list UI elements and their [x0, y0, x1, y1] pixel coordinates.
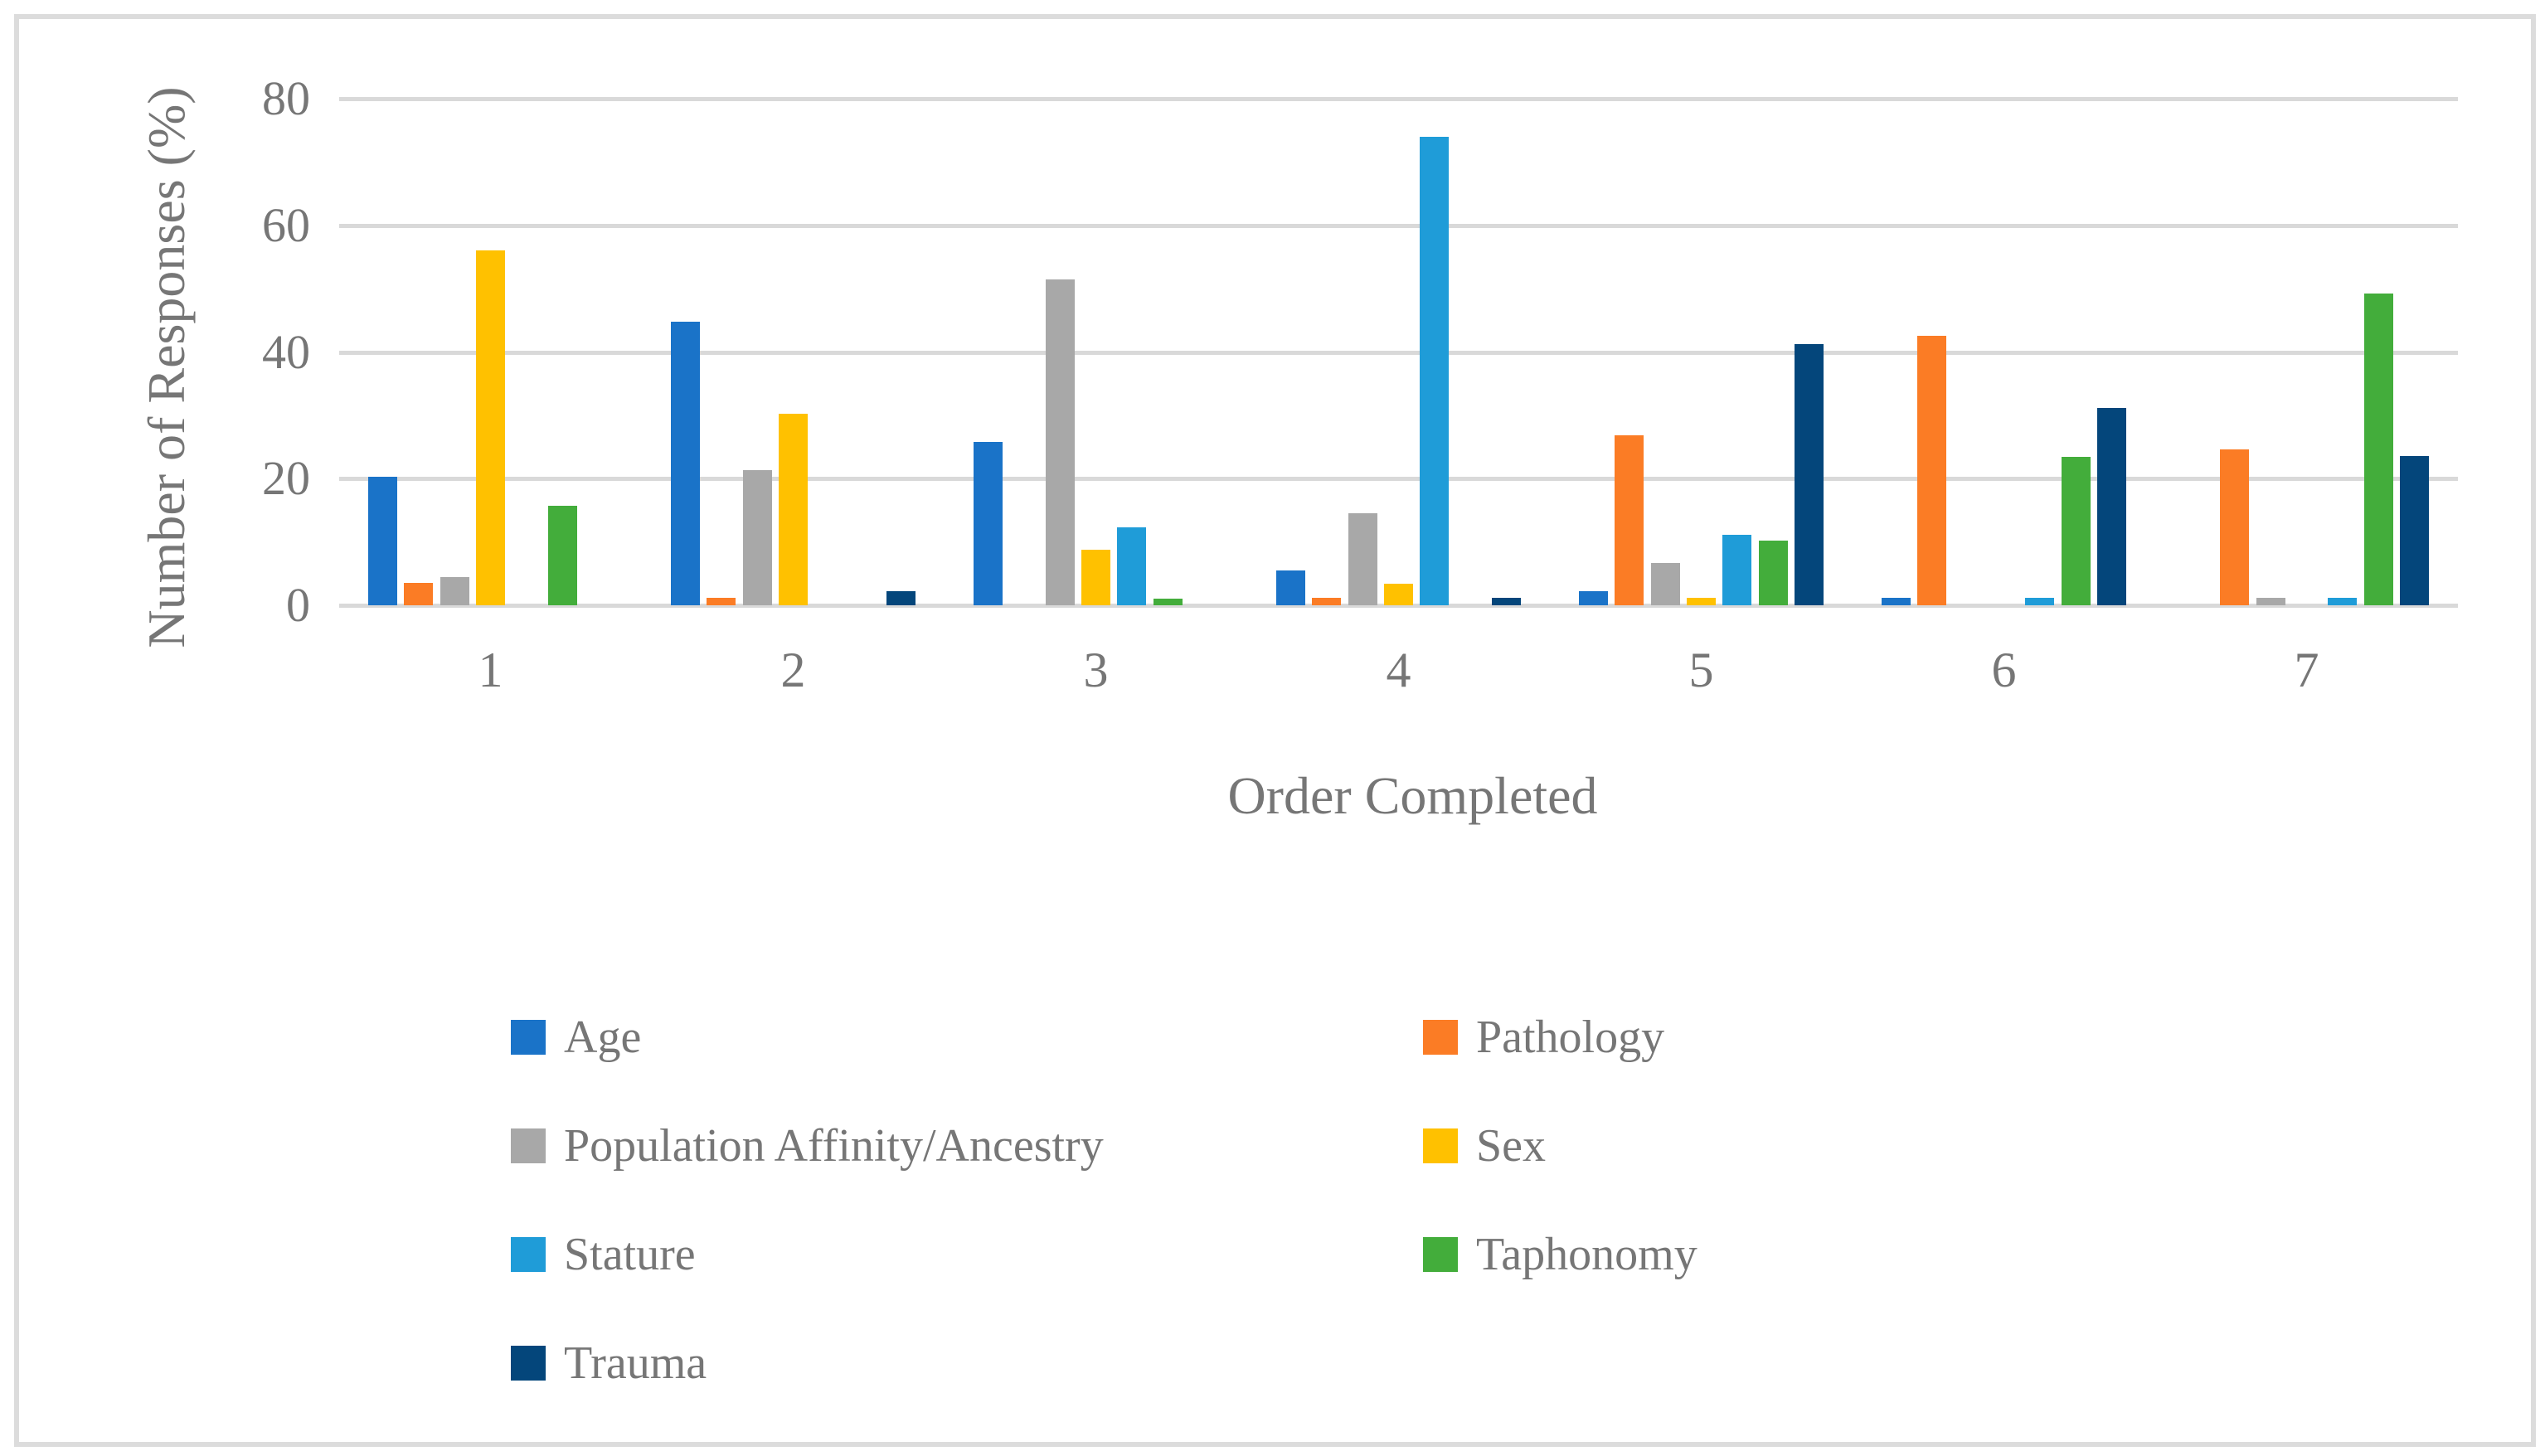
x-tick-label-3: 3: [1083, 643, 1109, 697]
bar-trauma-order-6: [2096, 407, 2126, 605]
legend-label: Age: [564, 1012, 642, 1063]
x-tick-label-4: 4: [1386, 643, 1411, 697]
legend-swatch-sex: [1423, 1128, 1458, 1163]
bar-pathology-order-5: [1615, 435, 1644, 605]
x-tick-label-6: 6: [1991, 643, 2017, 697]
bar-trauma-order-4: [1491, 597, 1521, 605]
bar-population-affinity-ancestry-order-5: [1650, 562, 1680, 605]
legend-item-stature: Stature: [511, 1225, 696, 1284]
legend-swatch-trauma: [511, 1346, 546, 1381]
bar-stature-order-6: [2025, 597, 2055, 605]
bar-trauma-order-2: [886, 591, 916, 605]
legend-label: Stature: [564, 1229, 696, 1280]
bar-taphonomy-order-7: [2363, 294, 2393, 605]
legend-swatch-population-affinity-ancestry: [511, 1128, 546, 1163]
legend-item-population-affinity-ancestry: Population Affinity/Ancestry: [511, 1116, 1104, 1176]
bar-age-order-1: [368, 476, 398, 605]
legend-label: Pathology: [1476, 1012, 1665, 1063]
bars-layer: [19, 19, 2531, 1442]
bar-age-order-3: [974, 441, 1003, 605]
y-tick-label-0: 0: [286, 578, 310, 632]
legend-item-pathology: Pathology: [1423, 1007, 1664, 1067]
bar-population-affinity-ancestry-order-2: [742, 470, 772, 605]
y-tick-label-40: 40: [262, 324, 310, 379]
bar-trauma-order-5: [1794, 344, 1824, 605]
gridline-layer: [19, 19, 2531, 1442]
x-tick-label-1: 1: [478, 643, 503, 697]
gridline-y-0: [339, 604, 2458, 608]
bar-sex-order-2: [779, 413, 808, 605]
bar-taphonomy-order-3: [1153, 598, 1183, 605]
bar-sex-order-5: [1687, 597, 1716, 605]
bar-pathology-order-4: [1312, 597, 1342, 605]
legend-swatch-age: [511, 1020, 546, 1055]
y-tick-label-20: 20: [262, 451, 310, 506]
bar-pathology-order-1: [404, 583, 434, 605]
bar-age-order-6: [1882, 597, 1911, 605]
bar-trauma-order-7: [2399, 455, 2429, 605]
bar-pathology-order-2: [707, 597, 736, 605]
bar-sex-order-4: [1384, 584, 1413, 605]
gridline-y-20: [339, 477, 2458, 482]
bar-population-affinity-ancestry-order-1: [440, 577, 469, 605]
axis-labels-layer: 0 20 40 60 80 1 2 3 4 5 6 7: [19, 19, 2531, 1442]
x-tick-label-2: 2: [780, 643, 806, 697]
bar-population-affinity-ancestry-order-3: [1045, 279, 1075, 605]
figure-frame: 0 20 40 60 80 1 2 3 4 5 6 7 Number of Responses (%)…: [14, 14, 2536, 1447]
bar-stature-order-3: [1117, 527, 1147, 605]
bar-age-order-5: [1579, 591, 1609, 605]
legend: Age Pathology Population Affinity/Ancestry…: [19, 19, 2531, 1442]
gridline-y-80: [339, 97, 2458, 101]
x-tick-label-5: 5: [1688, 643, 1714, 697]
legend-label: Trauma: [564, 1337, 707, 1389]
x-axis-title: Order Completed: [1227, 766, 1598, 825]
legend-label: Population Affinity/Ancestry: [564, 1120, 1104, 1172]
legend-label: Taphonomy: [1476, 1229, 1697, 1280]
gridline-y-60: [339, 223, 2458, 228]
bar-stature-order-7: [2328, 597, 2358, 605]
legend-item-taphonomy: Taphonomy: [1423, 1225, 1697, 1284]
bar-population-affinity-ancestry-order-7: [2256, 597, 2285, 605]
bar-age-order-4: [1276, 570, 1306, 605]
bar-taphonomy-order-5: [1758, 541, 1788, 605]
gridline-y-40: [339, 350, 2458, 355]
y-tick-label-60: 60: [262, 197, 310, 252]
bar-sex-order-3: [1081, 549, 1110, 605]
legend-swatch-taphonomy: [1423, 1237, 1458, 1272]
bar-population-affinity-ancestry-order-4: [1348, 513, 1377, 605]
bar-stature-order-5: [1722, 535, 1752, 605]
legend-item-sex: Sex: [1423, 1116, 1546, 1176]
bar-stature-order-4: [1420, 136, 1450, 605]
legend-swatch-pathology: [1423, 1020, 1458, 1055]
legend-item-trauma: Trauma: [511, 1333, 707, 1393]
bar-pathology-order-6: [1917, 336, 1947, 605]
bar-taphonomy-order-6: [2061, 456, 2091, 605]
bar-taphonomy-order-1: [547, 506, 577, 605]
y-tick-label-80: 80: [262, 71, 310, 125]
legend-item-age: Age: [511, 1007, 641, 1067]
legend-swatch-stature: [511, 1237, 546, 1272]
bar-sex-order-1: [476, 250, 505, 605]
bar-age-order-2: [671, 321, 701, 605]
bar-pathology-order-7: [2220, 449, 2250, 605]
x-tick-label-7: 7: [2294, 643, 2319, 697]
legend-label: Sex: [1476, 1120, 1546, 1172]
